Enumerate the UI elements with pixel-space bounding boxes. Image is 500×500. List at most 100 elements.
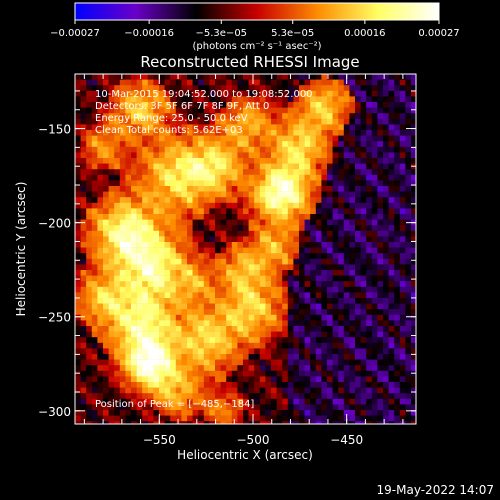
- heatmap-cell: [192, 253, 199, 260]
- heatmap-cell: [299, 130, 305, 136]
- heatmap-cell: [310, 90, 317, 97]
- heatmap-cell: [271, 359, 277, 366]
- heatmap-cell: [371, 180, 378, 187]
- heatmap-cell: [125, 382, 132, 388]
- heatmap-cell: [181, 376, 188, 383]
- heatmap-cell: [394, 309, 401, 316]
- heatmap-cells: [75, 74, 416, 424]
- heatmap-cell: [215, 169, 221, 176]
- heatmap-cell: [310, 421, 317, 424]
- heatmap-cell: [355, 264, 361, 271]
- heatmap-cell: [248, 410, 255, 416]
- heatmap-cell: [293, 225, 300, 232]
- heatmap-cell: [80, 342, 87, 349]
- heatmap-cell: [282, 404, 289, 411]
- heatmap-cell: [142, 292, 149, 299]
- heatmap-cell: [215, 242, 221, 248]
- heatmap-cell: [86, 96, 93, 103]
- heatmap-cell: [237, 253, 244, 260]
- heatmap-cell: [119, 85, 126, 92]
- heatmap-cell: [175, 208, 182, 215]
- heatmap-cell: [125, 314, 132, 321]
- heatmap-cell: [147, 382, 154, 388]
- heatmap-cell: [259, 270, 266, 276]
- heatmap-cell: [170, 309, 177, 316]
- heatmap-cell: [187, 236, 193, 243]
- heatmap-cell: [226, 398, 233, 405]
- heatmap-cell: [181, 107, 188, 114]
- heatmap-cell: [360, 331, 367, 338]
- heatmap-cell: [86, 303, 93, 310]
- heatmap-cell: [136, 415, 143, 422]
- heatmap-cell: [287, 152, 294, 159]
- heatmap-cell: [399, 124, 406, 131]
- heatmap-cell: [327, 124, 333, 131]
- heatmap-cell: [192, 292, 199, 299]
- heatmap-cell: [226, 337, 233, 344]
- heatmap-cell: [181, 141, 188, 148]
- heatmap-cell: [192, 258, 199, 265]
- heatmap-cell: [315, 342, 322, 349]
- heatmap-cell: [360, 202, 367, 209]
- heatmap-cell: [159, 124, 165, 131]
- heatmap-cell: [142, 124, 149, 131]
- heatmap-cell: [142, 270, 149, 276]
- heatmap-cell: [237, 141, 244, 148]
- heatmap-cell: [338, 219, 345, 226]
- heatmap-cell: [192, 158, 199, 164]
- heatmap-cell: [209, 286, 216, 293]
- heatmap-cell: [276, 331, 283, 338]
- heatmap-cell: [265, 264, 272, 271]
- heatmap-cell: [220, 370, 227, 377]
- heatmap-cell: [271, 174, 277, 181]
- heatmap-cell: [332, 146, 339, 153]
- heatmap-cell: [366, 253, 373, 260]
- heatmap-cell: [170, 174, 177, 181]
- heatmap-cell: [237, 135, 244, 142]
- annotation-line: Detectors: 3F 5F 6F 7F 8F 9F, Att 0: [95, 101, 269, 112]
- heatmap-cell: [125, 113, 132, 120]
- heatmap-cell: [114, 275, 121, 282]
- heatmap-cell: [209, 191, 216, 198]
- heatmap-cell: [103, 124, 109, 131]
- heatmap-cell: [147, 214, 154, 220]
- heatmap-cell: [153, 376, 160, 383]
- heatmap-cell: [220, 258, 227, 265]
- heatmap-cell: [338, 124, 345, 131]
- heatmap-cell: [405, 169, 412, 176]
- heatmap-cell: [198, 258, 205, 265]
- heatmap-cell: [164, 331, 171, 338]
- heatmap-cell: [170, 74, 177, 80]
- heatmap-cell: [119, 258, 126, 265]
- heatmap-cell: [304, 314, 311, 321]
- heatmap-cell: [203, 387, 210, 394]
- heatmap-cell: [299, 124, 305, 131]
- heatmap-cell: [114, 186, 121, 192]
- heatmap-cell: [371, 286, 378, 293]
- heatmap-cell: [103, 387, 109, 394]
- heatmap-cell: [265, 410, 272, 416]
- heatmap-cell: [181, 158, 188, 164]
- heatmap-cell: [203, 421, 210, 424]
- heatmap-cell: [388, 286, 395, 293]
- heatmap-cell: [181, 236, 188, 243]
- heatmap-cell: [159, 107, 165, 114]
- heatmap-cell: [399, 393, 406, 400]
- heatmap-cell: [327, 286, 333, 293]
- heatmap-cell: [299, 337, 305, 344]
- heatmap-cell: [405, 264, 412, 271]
- heatmap-cell: [343, 247, 350, 254]
- heatmap-cell: [147, 376, 154, 383]
- heatmap-cell: [192, 169, 199, 176]
- heatmap-cell: [125, 415, 132, 422]
- heatmap-cell: [192, 326, 199, 332]
- heatmap-cell: [97, 365, 104, 372]
- heatmap-cell: [91, 292, 98, 299]
- heatmap-cell: [349, 275, 356, 282]
- heatmap-cell: [405, 79, 412, 86]
- heatmap-cell: [299, 303, 305, 310]
- heatmap-cell: [310, 376, 317, 383]
- heatmap-cell: [343, 236, 350, 243]
- heatmap-cell: [282, 264, 289, 271]
- heatmap-cell: [86, 85, 93, 92]
